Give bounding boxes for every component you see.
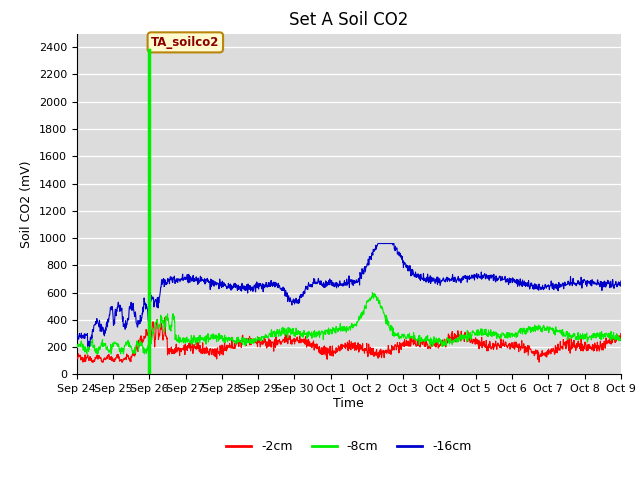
Text: TA_soilco2: TA_soilco2: [151, 36, 220, 49]
Legend: -2cm, -8cm, -16cm: -2cm, -8cm, -16cm: [221, 435, 476, 458]
Y-axis label: Soil CO2 (mV): Soil CO2 (mV): [20, 160, 33, 248]
X-axis label: Time: Time: [333, 397, 364, 410]
Title: Set A Soil CO2: Set A Soil CO2: [289, 11, 408, 29]
